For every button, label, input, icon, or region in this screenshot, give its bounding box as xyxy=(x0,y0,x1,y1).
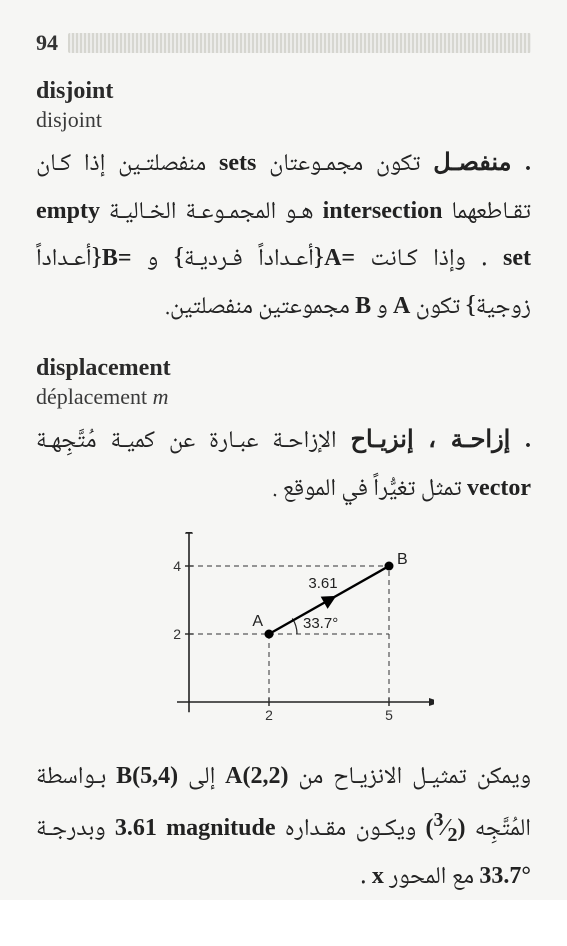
svg-text:4: 4 xyxy=(173,558,181,574)
header-band xyxy=(68,33,531,53)
term-body-ar: إزاحـة ، إنزيـاح . الإزاحـة عبـارة عن كم… xyxy=(36,418,531,513)
entry-displacement: displacement déplacement m إزاحـة ، إنزي… xyxy=(36,355,531,901)
svg-text:3.61: 3.61 xyxy=(308,575,337,592)
page-header: 94 xyxy=(36,30,531,56)
displacement-figure: xy2524AB3.6133.7° xyxy=(36,532,531,732)
svg-text:2: 2 xyxy=(265,707,273,723)
svg-text:2: 2 xyxy=(173,626,181,642)
term-en: disjoint xyxy=(36,78,531,105)
svg-text:B: B xyxy=(397,551,408,568)
term-body2-ar: ويمكن تمثيـل الانزيـاح من A(2,2) إلى B(5… xyxy=(36,754,531,902)
term-fr: disjoint xyxy=(36,107,531,133)
vector-svg: xy2524AB3.6133.7° xyxy=(134,532,434,732)
page-number: 94 xyxy=(36,30,58,56)
svg-text:5: 5 xyxy=(385,707,393,723)
term-fr: déplacement m xyxy=(36,384,531,410)
term-body-ar: منفصـل . تكون مجمـوعتان sets منفصلتـين إ… xyxy=(36,141,531,331)
svg-text:A: A xyxy=(252,613,263,630)
entry-disjoint: disjoint disjoint منفصـل . تكون مجمـوعتا… xyxy=(36,78,531,331)
svg-text:33.7°: 33.7° xyxy=(303,615,338,632)
term-en: displacement xyxy=(36,355,531,382)
